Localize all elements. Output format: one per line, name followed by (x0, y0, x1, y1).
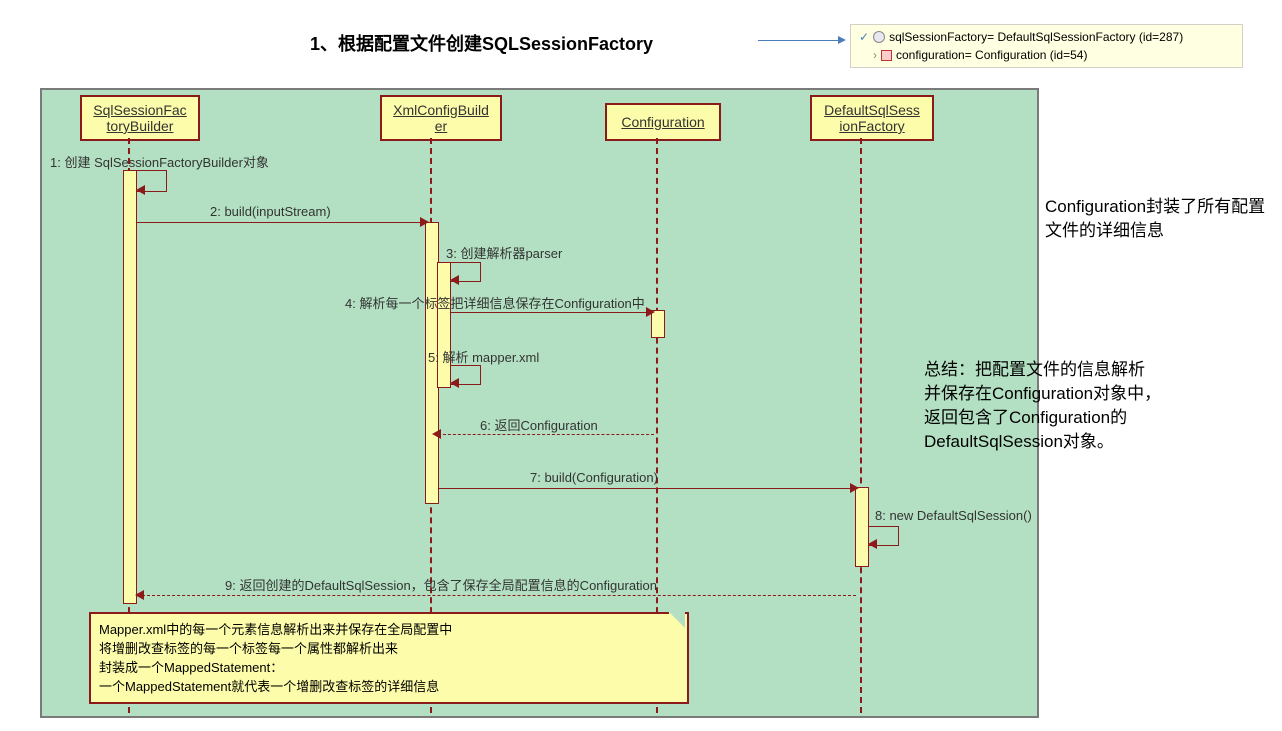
s2l3: 返回包含了Configuration的 (924, 406, 1264, 430)
tooltip-row-2: › configuration= Configuration (id=54) (859, 46, 1234, 64)
tooltip-row-1: ✓ sqlSessionFactory= DefaultSqlSessionFa… (859, 28, 1234, 46)
participant-defaultsession: DefaultSqlSess ionFactory (810, 95, 934, 141)
title-arrow-head (838, 36, 846, 44)
note-fold (669, 612, 685, 628)
line-4 (450, 312, 651, 313)
line-9 (142, 595, 856, 596)
msg-1: 1: 创建 SqlSessionFactoryBuilder对象 (50, 152, 269, 171)
debug-tooltip: ✓ sqlSessionFactory= DefaultSqlSessionFa… (850, 24, 1243, 68)
activation-1 (123, 170, 137, 604)
line-2 (136, 222, 425, 223)
msg-8: 8: new DefaultSqlSession() (875, 508, 1032, 523)
msg-2: 2: build(inputStream) (210, 204, 331, 219)
note-l4: 一个MappedStatement就代表一个增删改查标签的详细信息 (99, 677, 679, 696)
msg-7: 7: build(Configuration) (530, 470, 658, 485)
activation-2b (437, 262, 451, 388)
note-l2: 将增删改查标签的每一个标签每一个属性都解析出来 (99, 639, 679, 658)
arr-9 (135, 590, 144, 600)
arr-4 (646, 307, 655, 317)
tooltip-text-1: sqlSessionFactory= DefaultSqlSessionFact… (889, 28, 1183, 46)
participant-builder: SqlSessionFac toryBuilder (80, 95, 200, 141)
line-7 (438, 488, 855, 489)
field-icon (881, 50, 892, 61)
line-6 (438, 434, 654, 435)
msg-4: 4: 解析每一个标签把详细信息保存在Configuration中 (345, 293, 645, 312)
p3-l1: Configuration (621, 114, 704, 130)
arr-7 (850, 483, 859, 493)
s2l1: 总结：把配置文件的信息解析 (924, 358, 1264, 382)
msg-6: 6: 返回Configuration (480, 415, 598, 434)
arr-8 (868, 539, 877, 549)
check-icon: ✓ (859, 28, 869, 46)
title-arrow (758, 40, 838, 41)
note-l1: Mapper.xml中的每一个元素信息解析出来并保存在全局配置中 (99, 620, 679, 639)
p4-l1: DefaultSqlSess (824, 102, 920, 118)
arr-5 (450, 378, 459, 388)
p1-l2: toryBuilder (107, 118, 174, 134)
note-l3: 封装成一个MappedStatement： (99, 658, 679, 677)
p1-l1: SqlSessionFac (93, 102, 186, 118)
tooltip-text-2: configuration= Configuration (id=54) (896, 46, 1087, 64)
arr-6 (432, 429, 441, 439)
participant-xmlbuilder: XmlConfigBuild er (380, 95, 502, 141)
p2-l2: er (435, 118, 447, 134)
arr-1 (136, 185, 145, 195)
msg-3: 3: 创建解析器parser (446, 243, 562, 262)
obj-icon (873, 31, 885, 43)
s2l4: DefaultSqlSession对象。 (924, 430, 1264, 454)
arr-3 (450, 275, 459, 285)
arr-2 (420, 217, 429, 227)
p2-l1: XmlConfigBuild (393, 102, 489, 118)
mapper-note: Mapper.xml中的每一个元素信息解析出来并保存在全局配置中 将增删改查标签… (89, 612, 689, 704)
p4-l2: ionFactory (839, 118, 904, 134)
side-text-2: 总结：把配置文件的信息解析 并保存在Configuration对象中， 返回包含… (924, 358, 1264, 454)
msg-9: 9: 返回创建的DefaultSqlSession，包含了保存全局配置信息的Co… (225, 575, 657, 594)
side-text-1: Configuration封装了所有配置文件的详细信息 (1045, 195, 1270, 243)
participant-config: Configuration (605, 103, 721, 141)
chevron-icon: › (873, 46, 877, 64)
msg-5: 5: 解析 mapper.xml (428, 347, 539, 366)
activation-4 (855, 487, 869, 567)
s2l2: 并保存在Configuration对象中， (924, 382, 1264, 406)
page-title: 1、根据配置文件创建SQLSessionFactory (310, 30, 653, 56)
lifeline-4 (860, 138, 862, 713)
